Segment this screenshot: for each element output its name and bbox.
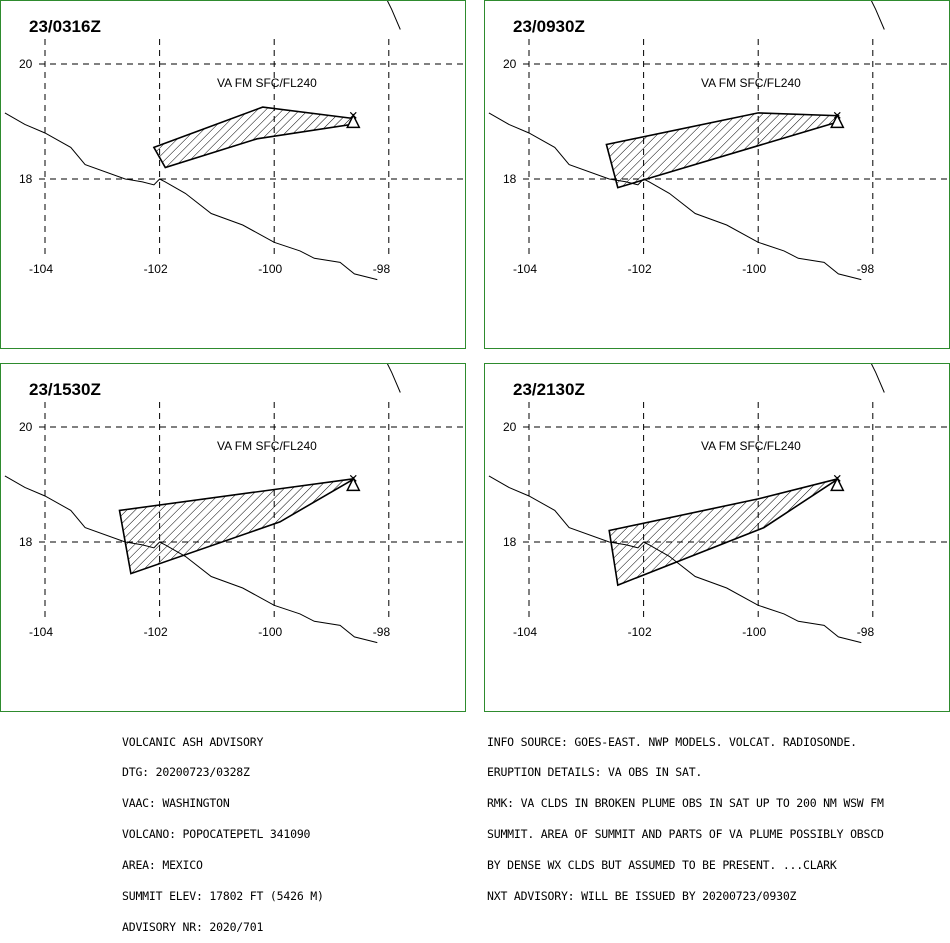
ash-layer-label: VA FM SFC/FL240 (217, 439, 317, 453)
footer-line: ADVISORY NR: 2020/701 (122, 919, 264, 934)
volcano-icon (830, 476, 845, 492)
coastline (870, 1, 885, 30)
longitude-label: -104 (513, 262, 537, 276)
ash-plume-polygon (608, 477, 839, 587)
footer-line: VOLCANO: POPOCATEPETL 341090 (122, 827, 311, 842)
longitude-label: -98 (857, 262, 875, 276)
volcano-icon (833, 474, 841, 482)
coastline (488, 112, 862, 281)
volcano-icon (349, 111, 357, 119)
volcano-icon (346, 476, 361, 492)
ash-layer-label: VA FM SFC/FL240 (701, 439, 801, 453)
longitude-label: -98 (373, 262, 391, 276)
latitude-label: 20 (19, 420, 33, 434)
latitude-label: 20 (503, 57, 517, 71)
panel-time: 23/0930Z (513, 17, 585, 36)
latitude-label: 20 (19, 57, 33, 71)
forecast-panel-2: 20 18 -104 -102 -100 -98 VA FM SFC/FL240 23/09… (484, 0, 950, 349)
coastline (4, 112, 378, 281)
longitude-label: -102 (144, 262, 168, 276)
panel-time: 23/1530Z (29, 380, 101, 399)
longitude-label: -100 (742, 625, 766, 639)
map-canvas: 20 18 -104 -102 -100 -98 VA FM SFC/FL240 (488, 364, 950, 644)
longitude-label: -104 (29, 262, 53, 276)
longitude-label: -104 (29, 625, 53, 639)
map-canvas: 20 18 -104 -102 -100 -98 VA FM SFC/FL240 (4, 364, 467, 644)
longitude-label: -102 (628, 262, 652, 276)
forecast-panel-3: 20 18 -104 -102 -100 -98 VA FM SFC/FL240 23/15… (0, 363, 467, 712)
footer-line: AREA: MEXICO (122, 858, 203, 873)
latitude-label: 18 (19, 535, 33, 549)
longitude-label: -102 (628, 625, 652, 639)
latitude-label: 18 (503, 172, 517, 186)
footer-line: INFO SOURCE: GOES-EAST. NWP MODELS. VOLC… (487, 734, 857, 749)
latitude-label: 18 (19, 172, 33, 186)
volcano-icon (833, 111, 841, 119)
coastline (386, 364, 401, 393)
footer-line: DTG: 20200723/0328Z (122, 765, 250, 780)
ash-layer-label: VA FM SFC/FL240 (217, 76, 317, 90)
footer-line: SUMMIT. AREA OF SUMMIT AND PARTS OF VA P… (487, 827, 884, 842)
longitude-label: -98 (857, 625, 875, 639)
ash-plume-polygon (152, 106, 356, 169)
latitude-label: 20 (503, 420, 517, 434)
advisory-remarks-text: INFO SOURCE: GOES-EAST. NWP MODELS. VOLC… (487, 716, 884, 912)
footer-line: BY DENSE WX CLDS BUT ASSUMED TO BE PRESE… (487, 858, 837, 873)
forecast-panel-4: 20 18 -104 -102 -100 -98 VA FM SFC/FL240 23/21… (484, 363, 950, 712)
longitude-label: -102 (144, 625, 168, 639)
latitude-label: 18 (503, 535, 517, 549)
footer-line: NXT ADVISORY: WILL BE ISSUED BY 20200723… (487, 889, 797, 904)
footer-line: ERUPTION DETAILS: VA OBS IN SAT. (487, 765, 703, 780)
ash-layer-label: VA FM SFC/FL240 (701, 76, 801, 90)
longitude-label: -100 (258, 625, 282, 639)
footer-line: SUMMIT ELEV: 17802 FT (5426 M) (122, 889, 324, 904)
forecast-panel-1: 20 18 -104 -102 -100 -98 VA FM SFC/FL240 23/03… (0, 0, 467, 349)
panel-time: 23/0316Z (29, 17, 101, 36)
panel-time: 23/2130Z (513, 380, 585, 399)
longitude-label: -98 (373, 625, 391, 639)
longitude-label: -104 (513, 625, 537, 639)
advisory-header-text: VOLCANIC ASH ADVISORY DTG: 20200723/0328… (122, 716, 324, 943)
map-canvas: 20 18 -104 -102 -100 -98 VA FM SFC/FL240 (4, 1, 467, 281)
ash-plume-polygon (605, 112, 840, 189)
longitude-label: -100 (258, 262, 282, 276)
footer-line: RMK: VA CLDS IN BROKEN PLUME OBS IN SAT … (487, 796, 884, 811)
longitude-label: -100 (742, 262, 766, 276)
coastline (870, 364, 885, 393)
volcano-icon (346, 113, 361, 129)
footer-line: VAAC: WASHINGTON (122, 796, 230, 811)
coastline (386, 1, 401, 30)
ash-plume-polygon (118, 477, 355, 575)
volcano-icon (830, 113, 845, 129)
footer-line: VOLCANIC ASH ADVISORY (122, 734, 264, 749)
volcano-icon (349, 474, 357, 482)
map-canvas: 20 18 -104 -102 -100 -98 VA FM SFC/FL240 (488, 1, 950, 281)
